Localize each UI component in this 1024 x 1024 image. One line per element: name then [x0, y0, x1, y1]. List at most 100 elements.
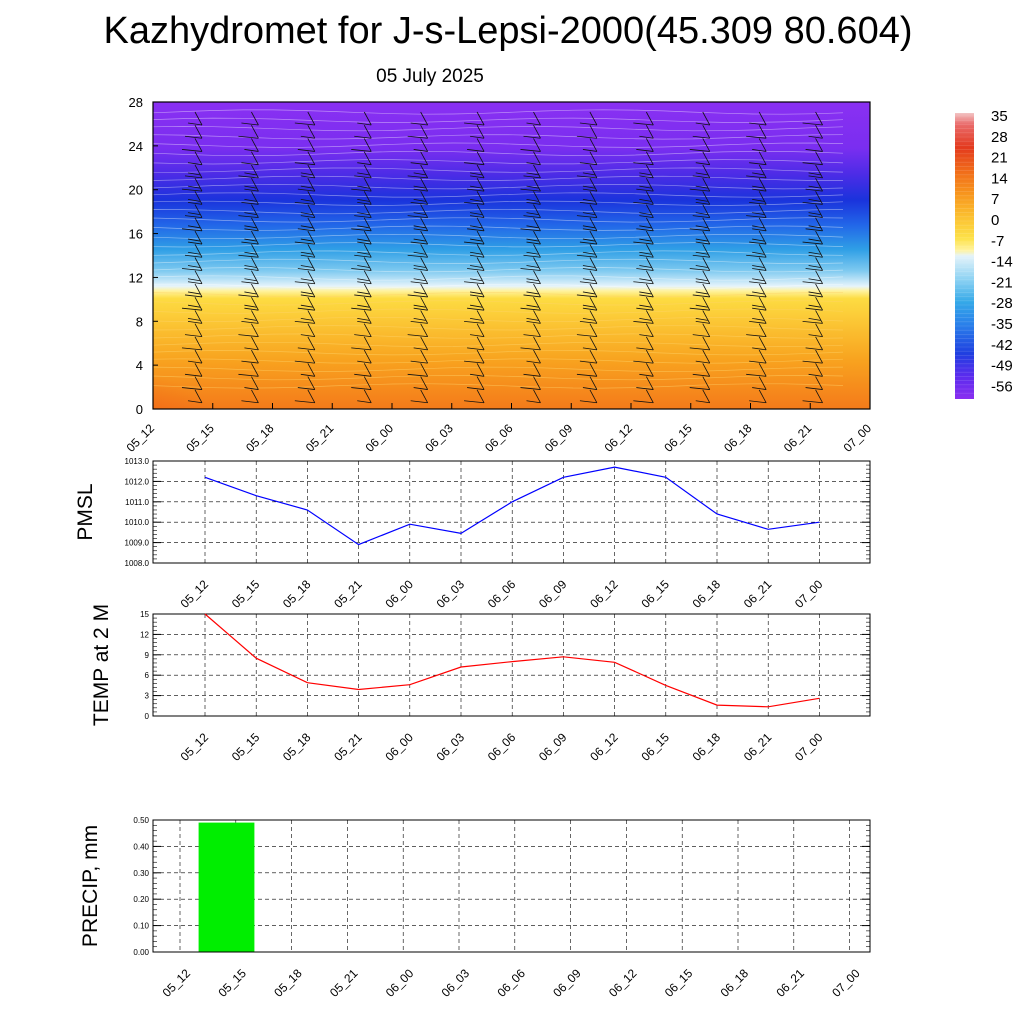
wind-barb-flag [294, 278, 315, 285]
wind-barb [645, 389, 654, 403]
colorbar-label: 14 [991, 170, 1008, 187]
wind-barb-flag [354, 291, 372, 298]
x-tick-label: 06_12 [606, 966, 640, 1000]
wind-barb [645, 376, 654, 390]
wind-barb [307, 230, 316, 245]
wind-barb [476, 376, 485, 390]
wind-barb [363, 151, 372, 165]
wind-barb [702, 376, 711, 390]
wind-barb [476, 363, 485, 377]
chart-subtitle: 05 July 2025 [376, 66, 484, 87]
wind-barb-flag [407, 172, 428, 179]
wind-barb-flag [802, 400, 823, 404]
wind-barb [702, 111, 711, 126]
wind-barb-flag [238, 251, 259, 258]
wind-barb [758, 138, 767, 152]
wind-barb [533, 389, 541, 403]
profile-y-tick-label: 28 [129, 95, 143, 110]
wind-barb [363, 191, 372, 205]
wind-barb-flag [576, 291, 597, 298]
wind-barb [589, 177, 598, 192]
wind-barb [589, 217, 598, 232]
y-tick-label: 0.00 [133, 948, 149, 957]
pmsl-y-axis: 1008.0 1009.0 1010.0 1011.0 1012.0 1013.0 [125, 457, 870, 568]
x-tick-label: 05_21 [331, 577, 365, 611]
contour-line [153, 192, 844, 198]
temp-y-axis: 0 3 6 9 12 15 [140, 610, 870, 721]
wind-barb [702, 217, 711, 232]
wind-barb-flag [407, 212, 428, 218]
wind-barb [758, 363, 767, 377]
wind-barb-flag [639, 291, 654, 298]
y-tick-label: 0.40 [133, 842, 149, 851]
wind-barb [533, 376, 541, 390]
x-tick-label: 06_06 [485, 577, 519, 611]
wind-barb-flag [582, 304, 597, 311]
precip-bar [198, 822, 255, 952]
wind-barb-flag [752, 225, 767, 232]
precip-panel: 0.00 0.10 0.20 0.30 0.40 0.50 05_12 05_15 05_18… [79, 816, 871, 1000]
profile-y-axis: 0 4 8 12 16 20 24 28 [129, 95, 158, 417]
x-tick-label: 06_09 [550, 966, 584, 1000]
wind-barb-flag [802, 162, 823, 166]
wind-barb [363, 244, 372, 258]
precip-grid [153, 819, 870, 953]
temp-minor-ticks [153, 613, 870, 717]
wind-barb [758, 217, 767, 232]
wind-barb-flag [413, 387, 428, 390]
wind-barb [815, 376, 823, 390]
wind-barb-flag [582, 265, 597, 271]
wind-barb [476, 349, 485, 364]
wind-barb [363, 217, 372, 232]
wind-barb [476, 138, 485, 152]
wind-barb [815, 230, 823, 245]
wind-barb-flag [187, 238, 203, 245]
wind-barb [645, 296, 654, 311]
wind-barb-flag [636, 185, 654, 192]
wind-barb [420, 217, 429, 232]
wind-barb-flag [300, 172, 315, 179]
wind-barb-flag [300, 373, 315, 377]
wind-barb [194, 111, 203, 126]
wind-barb [645, 310, 654, 324]
wind-barb [194, 283, 203, 298]
wind-barb [251, 270, 259, 284]
wind-barb [420, 283, 429, 298]
wind-barb [645, 323, 654, 337]
wind-barb [363, 336, 372, 351]
wind-barb-flag [351, 149, 372, 152]
wind-barb [702, 349, 711, 364]
wind-barb-flag [636, 347, 654, 351]
wind-barb-flag [749, 400, 767, 404]
wind-barb [645, 164, 654, 179]
wind-barb [758, 296, 767, 311]
contour-line [153, 150, 844, 157]
wind-barb-flag [244, 304, 259, 311]
wind-barb-flag [181, 347, 203, 351]
wind-barb [815, 349, 823, 364]
wind-barb-flag [300, 251, 315, 258]
wind-barb-flag [354, 373, 372, 377]
wind-barb-flag [357, 238, 372, 245]
wind-barb-flag [357, 122, 372, 126]
x-tick-label: 05_15 [215, 966, 249, 1000]
wind-barb [251, 349, 259, 364]
wind-barb [307, 270, 316, 284]
wind-barb [645, 230, 654, 245]
wind-barb-flag [582, 347, 597, 351]
wind-barb-flag [523, 334, 541, 338]
wind-barb-flag [297, 387, 315, 390]
wind-barb [476, 191, 485, 205]
wind-barb [194, 389, 203, 403]
wind-barb-flag [749, 198, 767, 205]
wind-barb [702, 363, 711, 377]
wind-barb [645, 191, 654, 205]
wind-barb-flag [746, 212, 767, 218]
wind-barb [702, 191, 711, 205]
wind-barb-flag [805, 304, 823, 311]
wind-barb-flag [579, 360, 597, 364]
precip-minor-ticks [153, 819, 870, 953]
wind-barb [702, 164, 711, 179]
